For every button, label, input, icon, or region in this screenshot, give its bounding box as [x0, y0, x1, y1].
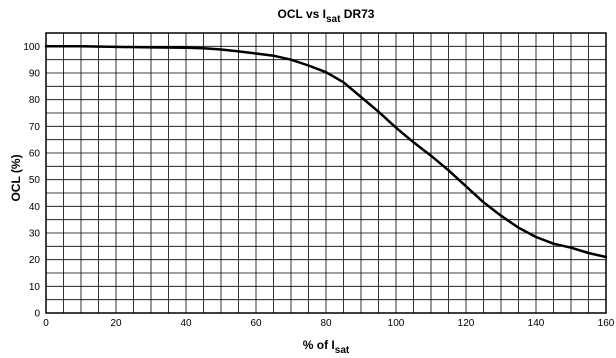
y-tick-label: 80 — [29, 95, 41, 106]
y-tick-label: 100 — [23, 42, 40, 53]
y-tick-label: 70 — [29, 122, 41, 133]
y-tick-label: 20 — [29, 255, 41, 266]
chart-title: OCL vs Isat DR73 — [278, 7, 375, 25]
y-tick-label: 30 — [29, 229, 41, 240]
x-tick-label: 160 — [598, 318, 615, 329]
y-tick-label: 0 — [34, 309, 40, 320]
y-tick-label: 50 — [29, 175, 41, 186]
grid — [46, 33, 606, 313]
series-line — [44, 45, 608, 259]
y-tick-label: 10 — [29, 282, 41, 293]
y-axis-title: OCL (%) — [9, 154, 23, 201]
x-tick-label: 0 — [43, 318, 49, 329]
x-tick-label: 80 — [320, 318, 332, 329]
plot-frame — [45, 32, 607, 314]
x-tick-label: 140 — [528, 318, 545, 329]
y-tick-label: 90 — [29, 69, 41, 80]
x-tick-label: 60 — [250, 318, 262, 329]
x-axis-title: % of Isat — [303, 338, 350, 356]
x-tick-label: 20 — [110, 318, 122, 329]
x-tick-label: 40 — [180, 318, 192, 329]
series-group — [44, 45, 608, 259]
x-tick-label: 120 — [458, 318, 475, 329]
x-tick-label: 100 — [388, 318, 405, 329]
axis-ticks: 0 20 40 60 80 100 120 140 160 0 10 20 30 40 50 60 70 80 90… — [23, 42, 614, 329]
y-tick-label: 60 — [29, 149, 41, 160]
y-tick-label: 40 — [29, 202, 41, 213]
